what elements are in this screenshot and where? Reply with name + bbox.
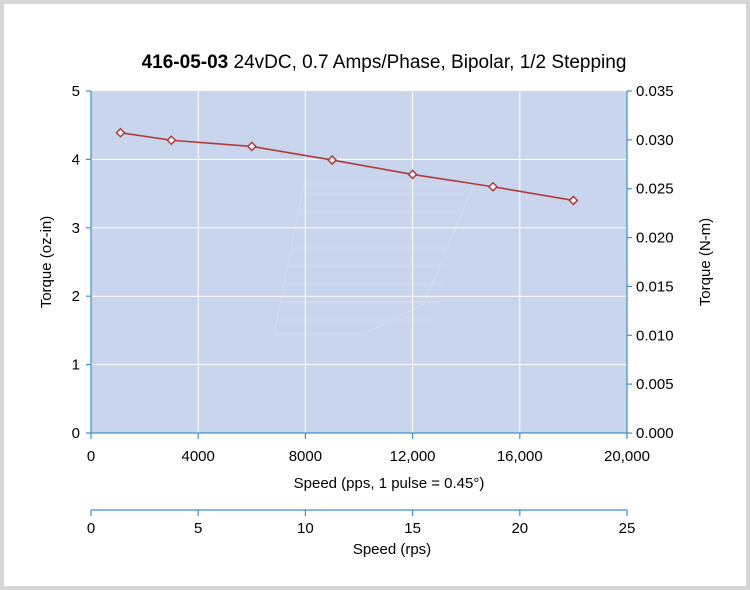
y-tick-label-right: 0.035 (636, 83, 674, 100)
x-axis-label: Speed (pps, 1 pulse = 0.45°) (294, 475, 485, 492)
plot-area (91, 91, 627, 433)
data-point (115, 127, 126, 138)
y-tick-label-left: 0 (72, 425, 80, 442)
axes (86, 90, 632, 516)
x-tick-label: 8000 (289, 448, 322, 465)
x2-tick-label: 0 (87, 520, 95, 537)
tick-labels: 0 4000 8000 12,000 16,000 20,000 0 1 2 3 4 5 0.000 0.… (72, 83, 674, 537)
series-layer (115, 127, 579, 206)
data-point (327, 155, 338, 166)
y-tick-label-right: 0.010 (636, 327, 674, 344)
data-point (246, 141, 257, 152)
y-tick-label-left: 2 (72, 288, 80, 305)
x2-axis-label: Speed (rps) (353, 541, 431, 558)
y-tick-label-left: 1 (72, 357, 80, 374)
y-tick-label-right: 0.020 (636, 230, 674, 247)
chart-title-part-number: 416-05-03 (142, 52, 229, 73)
x2-tick-label: 20 (511, 520, 528, 537)
x-tick-label: 4000 (182, 448, 215, 465)
x2-tick-label: 25 (619, 520, 636, 537)
y-tick-label-left: 3 (72, 220, 80, 237)
x2-tick-label: 15 (404, 520, 421, 537)
y-tick-label-left: 5 (72, 83, 80, 100)
x-tick-label: 12,000 (390, 448, 436, 465)
chart: 416-05-03 24vDC, 0.7 Amps/Phase, Bipolar… (38, 52, 714, 558)
data-point (487, 181, 499, 192)
data-point (407, 169, 418, 180)
logo-watermark (273, 183, 475, 335)
x2-tick-label: 5 (194, 520, 202, 537)
x-tick-label: 20,000 (604, 448, 650, 465)
y-axis-label-left: Torque (oz-in) (38, 216, 55, 309)
data-point (568, 195, 579, 206)
y-axis-label-right: Torque (N-m) (697, 218, 714, 306)
y-tick-label-right: 0.015 (636, 278, 674, 295)
y-tick-label-right: 0.025 (636, 181, 674, 198)
y-tick-label-right: 0.005 (636, 376, 674, 393)
y-tick-label-left: 4 (72, 151, 80, 168)
y-tick-label-right: 0.030 (636, 132, 674, 149)
chart-title-description: 24vDC, 0.7 Amps/Phase, Bipolar, 1/2 Step… (228, 52, 626, 73)
logo-watermark-outline (273, 183, 475, 335)
x-tick-label: 16,000 (497, 448, 543, 465)
y-tick-label-right: 0.000 (636, 425, 674, 442)
x-tick-label: 0 (87, 448, 95, 465)
x2-tick-label: 10 (297, 520, 314, 537)
chart-title: 416-05-03 24vDC, 0.7 Amps/Phase, Bipolar… (142, 52, 627, 73)
chart-frame: 416-05-03 24vDC, 0.7 Amps/Phase, Bipolar… (4, 4, 746, 586)
grid-lines (91, 91, 627, 433)
data-point (166, 135, 177, 146)
